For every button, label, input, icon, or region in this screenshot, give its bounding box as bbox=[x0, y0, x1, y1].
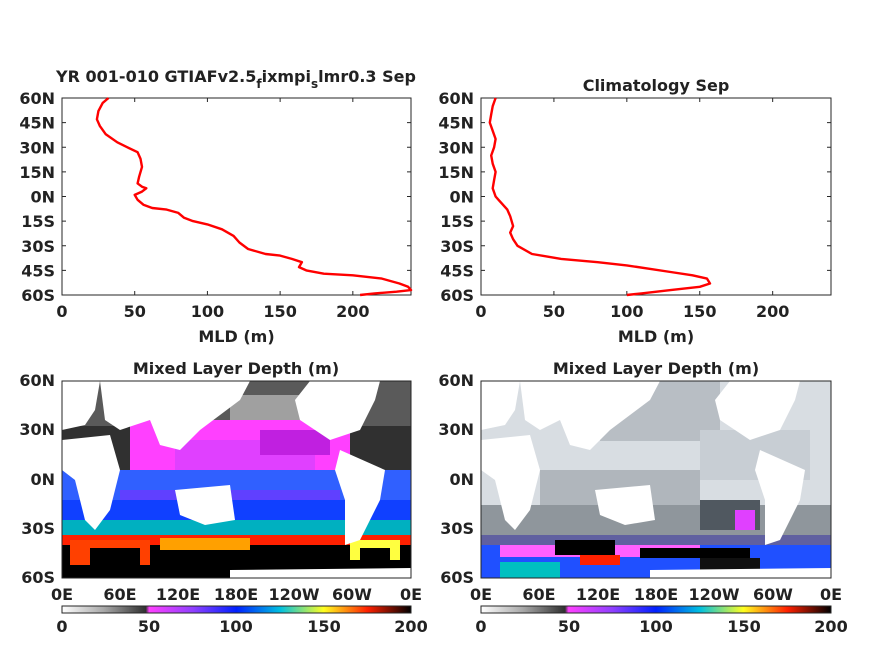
y-tick-label: 0N bbox=[30, 188, 55, 207]
colorbar-tick-label: 200 bbox=[814, 617, 847, 636]
colorbar-tick-label: 100 bbox=[639, 617, 672, 636]
map-bottom-right bbox=[481, 381, 831, 578]
x-tick-label: 0 bbox=[56, 302, 67, 321]
x-tick-label: 100 bbox=[610, 302, 643, 321]
x-tick-label: 120W bbox=[688, 585, 739, 604]
y-tick-label: 30N bbox=[438, 138, 474, 157]
y-tick-label: 45N bbox=[438, 114, 474, 133]
title-subscript: f bbox=[256, 77, 262, 91]
x-tick-label: 100 bbox=[191, 302, 224, 321]
y-tick-label: 0N bbox=[449, 470, 474, 489]
x-tick-label: 0E bbox=[400, 585, 422, 604]
colorbar-bottom-right: 0 50 100 150 200 bbox=[475, 605, 848, 636]
top-left-title: YR 001-010 GTIAFv2.5fixmpislmr0.3 Sep bbox=[55, 67, 416, 91]
map-frame-bottom-left bbox=[61, 380, 412, 579]
colorbar bbox=[61, 605, 412, 614]
y-tick-label: 60N bbox=[438, 89, 474, 108]
colorbar-tick-label: 0 bbox=[475, 617, 486, 636]
plot-frame bbox=[480, 97, 832, 296]
y-tick-label: 30N bbox=[19, 420, 55, 439]
y-tick-label: 45S bbox=[21, 261, 55, 280]
y-tick-label: 15S bbox=[21, 212, 55, 231]
y-tick-label: 60S bbox=[440, 568, 474, 587]
x-tick-label: 200 bbox=[336, 302, 369, 321]
x-tick-label: 180E bbox=[214, 585, 258, 604]
x-tick-label: 120W bbox=[268, 585, 319, 604]
title-part: lmr0.3 Sep bbox=[318, 67, 416, 86]
colorbar-bottom-left: 0 50 100 150 200 bbox=[56, 605, 428, 636]
y-tick-label: 45S bbox=[440, 261, 474, 280]
x-tick-label: 60E bbox=[522, 585, 555, 604]
title-part: ixmpi bbox=[262, 67, 311, 86]
bottom-right-title: Mixed Layer Depth (m) bbox=[553, 359, 759, 378]
map-axes-bottom-right: 60N 30N 0N 30S 60S 0E 60E 120E 180E 120W… bbox=[438, 371, 842, 604]
y-tick-label: 60N bbox=[19, 89, 55, 108]
y-tick-label: 60N bbox=[19, 371, 55, 390]
map-axes-bottom-left: 60N 30N 0N 30S 60S 0E 60E 120E 180E 120W… bbox=[19, 371, 422, 604]
y-tick-label: 15S bbox=[440, 212, 474, 231]
x-tick-label: 60W bbox=[753, 585, 793, 604]
colorbar-tick-label: 200 bbox=[394, 617, 427, 636]
bottom-left-title: Mixed Layer Depth (m) bbox=[133, 359, 339, 378]
x-tick-label: 60E bbox=[103, 585, 136, 604]
x-tick-label: 0E bbox=[470, 585, 492, 604]
x-tick-label: 200 bbox=[756, 302, 789, 321]
colorbar-tick-label: 100 bbox=[219, 617, 252, 636]
x-tick-label: 120E bbox=[576, 585, 620, 604]
colorbar bbox=[480, 605, 832, 614]
y-tick-label: 30S bbox=[21, 237, 55, 256]
map-frame-bottom-right bbox=[480, 380, 832, 579]
y-tick-label: 30S bbox=[440, 519, 474, 538]
y-tick-label: 0N bbox=[449, 188, 474, 207]
colorbar-tick-label: 50 bbox=[558, 617, 580, 636]
series-line-mld bbox=[95, 97, 413, 297]
plot-frame bbox=[61, 97, 412, 296]
y-tick-label: 60S bbox=[21, 568, 55, 587]
x-tick-label: 50 bbox=[124, 302, 146, 321]
y-tick-label: 30N bbox=[438, 420, 474, 439]
x-tick-label: 0E bbox=[51, 585, 73, 604]
colorbar-tick-label: 50 bbox=[138, 617, 160, 636]
y-tick-label: 30S bbox=[21, 519, 55, 538]
x-tick-label: 150 bbox=[263, 302, 296, 321]
x-tick-label: 60W bbox=[332, 585, 372, 604]
series-line-mld bbox=[488, 97, 712, 297]
y-tick-label: 15N bbox=[19, 163, 55, 182]
y-tick-label: 15N bbox=[438, 163, 474, 182]
x-axis-label: MLD (m) bbox=[198, 327, 274, 346]
y-tick-label: 60S bbox=[440, 286, 474, 305]
y-tick-label: 30S bbox=[440, 237, 474, 256]
colorbar-tick-label: 150 bbox=[307, 617, 340, 636]
colorbar-tick-label: 150 bbox=[727, 617, 760, 636]
colorbar-tick-label: 0 bbox=[56, 617, 67, 636]
x-tick-label: 120E bbox=[156, 585, 200, 604]
x-axis-label: MLD (m) bbox=[618, 327, 694, 346]
y-tick-label: 0N bbox=[30, 470, 55, 489]
x-tick-label: 50 bbox=[543, 302, 565, 321]
y-tick-label: 60N bbox=[438, 371, 474, 390]
title-subscript: s bbox=[311, 77, 318, 91]
title-part: YR 001-010 GTIAFv2.5 bbox=[55, 67, 256, 86]
top-right-title: Climatology Sep bbox=[583, 76, 730, 95]
y-tick-label: 30N bbox=[19, 138, 55, 157]
x-tick-label: 0E bbox=[820, 585, 842, 604]
x-tick-label: 150 bbox=[683, 302, 716, 321]
map-bottom-left bbox=[62, 381, 411, 578]
y-tick-label: 60S bbox=[21, 286, 55, 305]
y-tick-label: 45N bbox=[19, 114, 55, 133]
x-tick-label: 0 bbox=[475, 302, 486, 321]
x-tick-label: 180E bbox=[634, 585, 678, 604]
